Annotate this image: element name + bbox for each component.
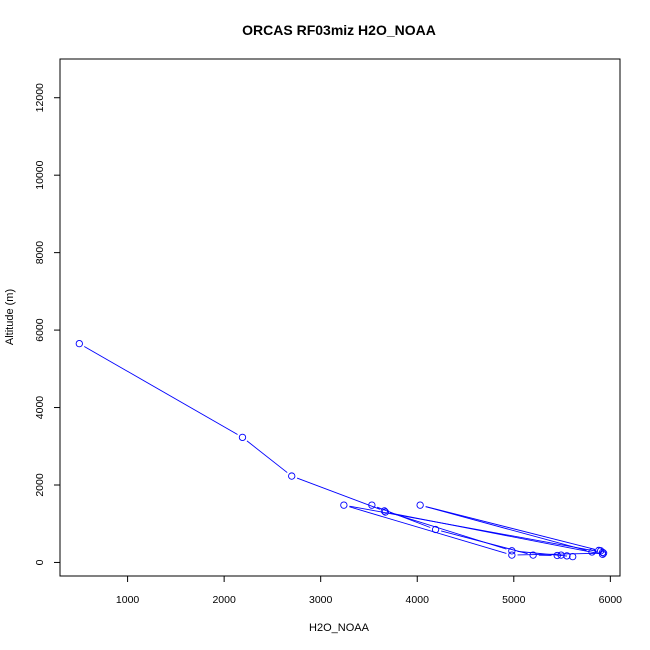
- chart-title: ORCAS RF03miz H2O_NOAA: [242, 22, 436, 38]
- data-point: [557, 551, 565, 559]
- y-axis-label: Altitude (m): [4, 289, 16, 345]
- series-segment: [425, 506, 596, 550]
- y-tick-label: 8000: [34, 241, 46, 265]
- x-tick-label: 6000: [599, 594, 623, 606]
- data-point: [238, 433, 247, 442]
- x-tick-label: 3000: [309, 594, 333, 606]
- x-tick-label: 1000: [116, 594, 140, 606]
- y-tick-label: 0: [34, 559, 46, 565]
- series-segment: [377, 506, 431, 528]
- series-segment: [517, 550, 568, 557]
- x-axis-label: H2O_NOAA: [309, 622, 370, 634]
- series-segment: [349, 505, 598, 552]
- series-segment: [296, 477, 380, 510]
- data-point: [588, 548, 596, 556]
- data-point: [380, 507, 389, 515]
- data-point: [340, 501, 348, 509]
- x-tick-label: 5000: [502, 594, 526, 606]
- y-tick-label: 2000: [34, 473, 46, 497]
- series-segment: [376, 507, 381, 510]
- data-point: [75, 339, 83, 348]
- plot-frame: [59, 58, 621, 577]
- data-point: [368, 501, 376, 509]
- y-tick-label: 12000: [34, 83, 46, 112]
- series-segment: [349, 506, 507, 554]
- data-point: [416, 501, 424, 509]
- data-point: [563, 552, 571, 560]
- data-point: [288, 472, 296, 480]
- data-point: [598, 550, 607, 558]
- y-tick-label: 10000: [34, 160, 46, 189]
- data-point: [431, 525, 440, 534]
- data-point: [508, 551, 516, 559]
- y-tick-label: 4000: [34, 396, 46, 420]
- data-point: [553, 551, 561, 560]
- data-point: [529, 551, 537, 559]
- data-point: [569, 552, 577, 561]
- x-tick-label: 2000: [212, 594, 236, 606]
- series-segment: [246, 440, 288, 473]
- series-segment: [84, 346, 238, 435]
- x-axis-ticks: 1000 2000 3000 4000 5000 6000: [116, 576, 622, 606]
- x-tick-label: 4000: [406, 594, 430, 606]
- data-point: [508, 547, 516, 555]
- y-tick-label: 6000: [34, 318, 46, 342]
- data-series: [75, 339, 608, 561]
- data-point: [598, 548, 607, 557]
- y-axis-ticks: 0 2000 4000 6000 8000 10000 12000: [34, 83, 60, 565]
- data-point: [381, 508, 390, 516]
- series-segment: [425, 506, 587, 551]
- data-point: [599, 549, 608, 557]
- series-segment: [440, 530, 528, 555]
